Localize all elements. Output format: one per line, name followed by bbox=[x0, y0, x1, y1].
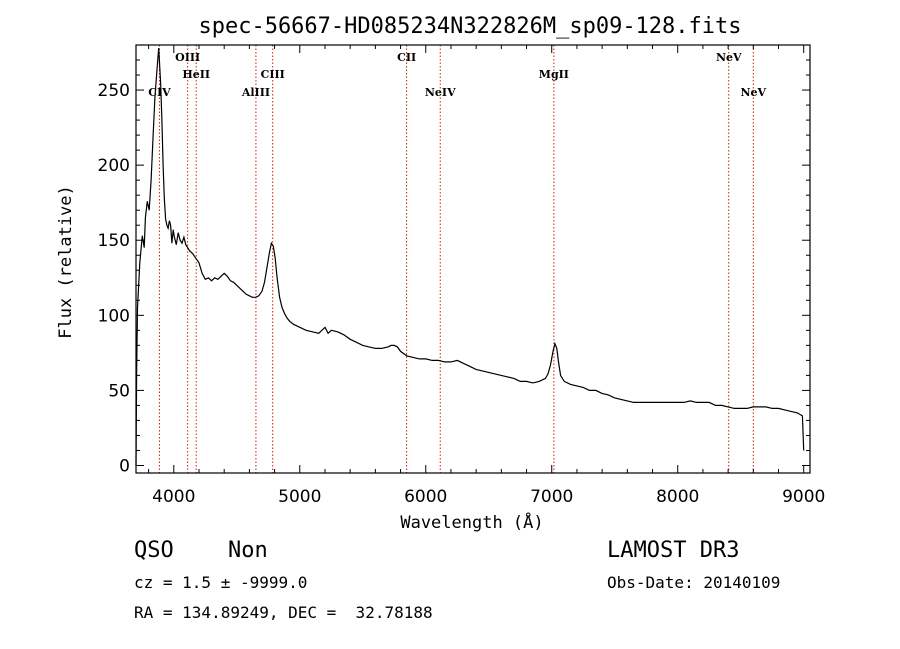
emission-line-label: CII bbox=[397, 51, 416, 64]
x-tick-label: 7000 bbox=[530, 487, 573, 507]
x-tick-label: 5000 bbox=[278, 487, 321, 507]
y-tick-label: 0 bbox=[119, 456, 130, 476]
emission-line-markers bbox=[158, 45, 754, 473]
spectrum-line bbox=[135, 47, 805, 466]
y-axis-label: Flux (relative) bbox=[56, 185, 76, 339]
y-axis: 0 50 100 150 200 250 bbox=[98, 59, 810, 476]
chart-title: spec-56667-HD085234N322826M_sp09-128.fit… bbox=[198, 14, 741, 39]
survey-name: LAMOST DR3 bbox=[607, 538, 740, 563]
emission-line-label: OIII bbox=[175, 51, 200, 64]
emission-line-label: MgII bbox=[539, 68, 569, 81]
y-tick-label: 200 bbox=[98, 156, 130, 176]
emission-line-label: CIV bbox=[148, 86, 171, 99]
x-axis-label: Wavelength (Å) bbox=[400, 511, 543, 533]
emission-line-label: NeIV bbox=[425, 86, 456, 99]
y-tick-label: 250 bbox=[98, 81, 130, 101]
coordinates: RA = 134.89249, DEC = 32.78188 bbox=[134, 603, 433, 622]
redshift-cz: cz = 1.5 ± -9999.0 bbox=[134, 573, 308, 592]
object-class: QSO bbox=[134, 538, 174, 563]
x-tick-label: 4000 bbox=[152, 487, 195, 507]
y-tick-label: 50 bbox=[108, 381, 130, 401]
emission-line-label: NeV bbox=[716, 51, 742, 64]
emission-line-labels: CIV OIII HeII AlIII CIII CII NeIV MgII NeV NeV bbox=[148, 51, 766, 99]
x-tick-label: 6000 bbox=[404, 487, 447, 507]
x-axis: 4000 5000 6000 7000 8000 9000 bbox=[148, 45, 825, 507]
x-tick-label: 8000 bbox=[656, 487, 699, 507]
y-tick-label: 100 bbox=[98, 306, 130, 326]
obs-date: Obs-Date: 20140109 bbox=[607, 573, 781, 592]
emission-line-label: CIII bbox=[261, 68, 285, 81]
emission-line-label: AlIII bbox=[241, 86, 270, 99]
y-tick-label: 150 bbox=[98, 231, 130, 251]
plot-frame bbox=[135, 44, 811, 474]
emission-line-label: NeV bbox=[741, 86, 767, 99]
x-tick-label: 9000 bbox=[782, 487, 825, 507]
object-subclass: Non bbox=[228, 538, 268, 563]
emission-line-label: HeII bbox=[182, 68, 210, 81]
